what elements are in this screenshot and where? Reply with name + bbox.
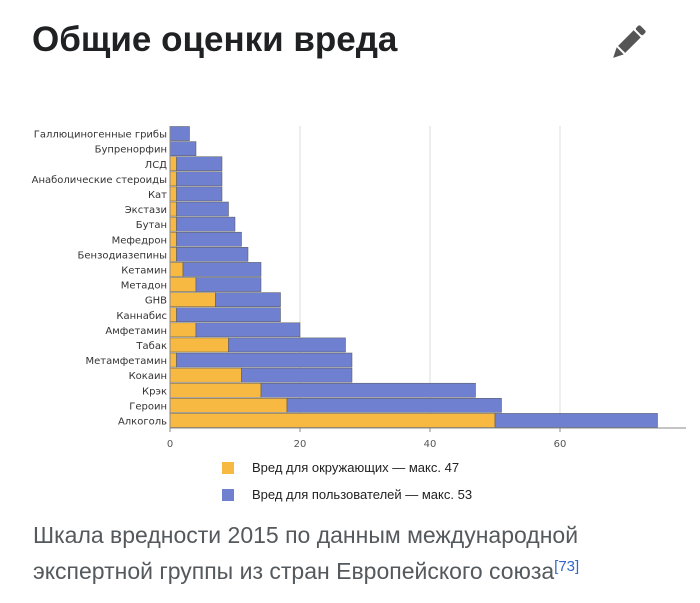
bar-segment [169,186,177,202]
bar-segment [176,171,223,187]
category-label: Метамфетамин [85,356,167,367]
category-label: Бутан [136,220,167,231]
category-label: Героин [129,401,167,412]
x-tick-label: 20 [294,439,307,450]
x-tick-label: 0 [167,439,173,450]
bar-segment [169,171,177,187]
harm-chart: Галлюциногенные грибы Бупренорфин ЛСД Анабо… [0,110,700,510]
bar-segment [195,277,262,292]
bar-segment [169,398,288,413]
bar-segment [169,201,177,217]
bar-segment [169,322,197,338]
section-heading: Общие оценки вреда [32,20,398,59]
category-label: Экстази [125,205,167,216]
chart-svg: Галлюциногенные грибы Бупренорфин ЛСД Анабо… [32,126,686,450]
legend-label-users: Вред для пользователей — макс. 53 [252,487,473,502]
category-label: Бензодиазепины [78,250,167,261]
category-label: ЛСД [145,160,168,171]
category-label: Крэк [142,386,167,397]
category-label: Табак [135,341,167,352]
bar-segment [169,367,242,383]
category-label: Галлюциногенные грибы [34,130,167,141]
bar-segment [176,307,281,323]
bar-segment [169,231,177,247]
bar-segment [169,277,197,292]
bar-segment [169,413,496,428]
category-label: Алкоголь [118,416,167,427]
bar-segment [176,201,229,217]
bar-segment [176,186,223,202]
x-tick-label: 40 [424,439,437,450]
bar-segment [169,216,177,232]
bar-segment [169,126,190,141]
bar-segment [169,382,262,398]
bar-segment [176,247,249,262]
bar-segment [169,141,197,156]
category-label: Мефедрон [112,235,167,246]
legend-swatch-users [222,489,234,501]
bar-segment [260,382,476,398]
category-label: Амфетамин [105,326,167,337]
category-label: Кетамин [121,265,167,276]
bar-segment [195,322,301,338]
bar-segment [176,216,236,232]
bar-segment [215,292,281,307]
bar-segment [169,262,184,277]
bar-segment [169,337,229,353]
bar-segment [182,262,262,277]
bar-segment [176,156,223,172]
caption-text: Шкала вредности 2015 по данным междунаро… [33,522,579,584]
category-label: Каннабис [116,311,167,322]
bar-segment [169,156,177,172]
bar-segment [169,352,177,368]
x-tick-label: 60 [554,439,567,450]
category-label: Кокаин [129,371,167,382]
bar-segment [169,292,216,307]
category-label: GHB [145,296,167,307]
edit-button[interactable] [604,20,652,66]
bar-segment [286,398,502,413]
bar-segment [176,352,353,368]
bar-segment [169,247,177,262]
figure-caption: Шкала вредности 2015 по данным междунаро… [33,517,683,589]
legend-swatch-others [222,462,234,474]
category-label: Анаболические стероиды [32,175,167,186]
pencil-icon [613,25,646,58]
bar-segment [241,367,353,383]
bar-segment [176,231,242,247]
bar-segment [228,337,346,353]
category-label: Бупренорфин [95,145,167,156]
category-label: Кат [148,190,167,201]
bar-segment [169,307,177,323]
legend-label-others: Вред для окружающих — макс. 47 [252,460,460,475]
category-label: Метадон [121,281,167,292]
reference-link[interactable]: [73] [554,558,580,575]
bar-segment [494,413,658,428]
